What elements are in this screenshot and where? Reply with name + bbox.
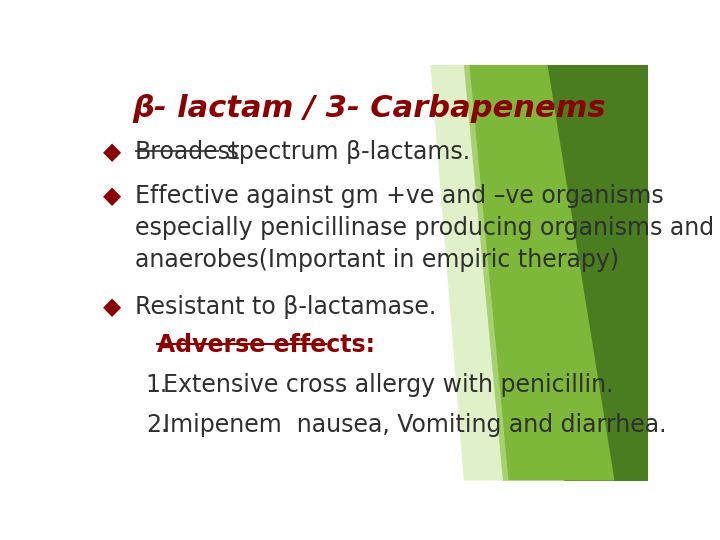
Text: Resistant to β-lactamase.: Resistant to β-lactamase. bbox=[135, 295, 436, 319]
Text: Extensive cross allergy with penicillin.: Extensive cross allergy with penicillin. bbox=[163, 373, 613, 397]
Text: 2.: 2. bbox=[145, 414, 168, 437]
Text: Adverse effects:: Adverse effects: bbox=[157, 333, 375, 357]
Text: 1.: 1. bbox=[145, 373, 168, 397]
Text: anaerobes(Important in empiric therapy): anaerobes(Important in empiric therapy) bbox=[135, 247, 618, 272]
Text: Effective against gm +ve and –ve organisms: Effective against gm +ve and –ve organis… bbox=[135, 184, 663, 207]
Text: Broadest: Broadest bbox=[135, 140, 240, 164]
Polygon shape bbox=[431, 65, 508, 481]
Text: ◆: ◆ bbox=[102, 295, 121, 319]
Text: especially penicillinase producing organisms and: especially penicillinase producing organ… bbox=[135, 215, 714, 240]
Text: spectrum β-lactams.: spectrum β-lactams. bbox=[219, 140, 470, 164]
Polygon shape bbox=[492, 65, 648, 481]
Text: ◆: ◆ bbox=[102, 184, 121, 207]
Text: β- lactam / 3- Carbapenems: β- lactam / 3- Carbapenems bbox=[132, 94, 606, 123]
Polygon shape bbox=[464, 65, 615, 481]
Text: ◆: ◆ bbox=[102, 140, 121, 164]
Text: Imipenem  nausea, Vomiting and diarrhea.: Imipenem nausea, Vomiting and diarrhea. bbox=[163, 414, 666, 437]
